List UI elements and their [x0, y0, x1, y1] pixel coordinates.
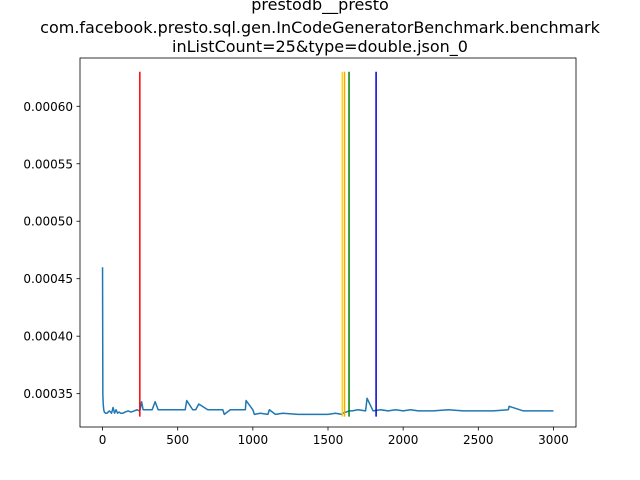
x-tick-label: 500 — [166, 433, 189, 447]
y-tick-label: 0.00060 — [23, 100, 73, 114]
chart-title-line-3: inListCount=25&type=double.json_0 — [172, 37, 468, 57]
x-tick-label: 2000 — [388, 433, 419, 447]
y-tick-label: 0.00050 — [23, 215, 73, 229]
y-tick-label: 0.00035 — [23, 387, 73, 401]
x-tick-label: 0 — [99, 433, 107, 447]
x-tick-label: 3000 — [538, 433, 569, 447]
y-tick-label: 0.00040 — [23, 330, 73, 344]
chart-title-line-1: prestodb__presto — [251, 0, 389, 15]
y-axis: 0.00035 0.00040 0.00045 0.00050 0.00055 0.000… — [23, 100, 80, 401]
x-axis: 0 500 1000 1500 2000 2500 3000 — [99, 427, 569, 447]
plot-area — [79, 57, 577, 428]
series-line-0 — [101, 267, 554, 416]
series-layer — [101, 267, 554, 416]
x-tick-label: 1500 — [313, 433, 344, 447]
y-tick-label: 0.00055 — [23, 157, 73, 171]
plot-frame — [79, 57, 577, 428]
x-tick-label: 1000 — [238, 433, 269, 447]
x-tick-label: 2500 — [463, 433, 494, 447]
chart-title-line-2: com.facebook.presto.sql.gen.InCodeGenera… — [40, 18, 600, 37]
marker-layer — [139, 71, 377, 417]
y-tick-label: 0.00045 — [23, 272, 73, 286]
